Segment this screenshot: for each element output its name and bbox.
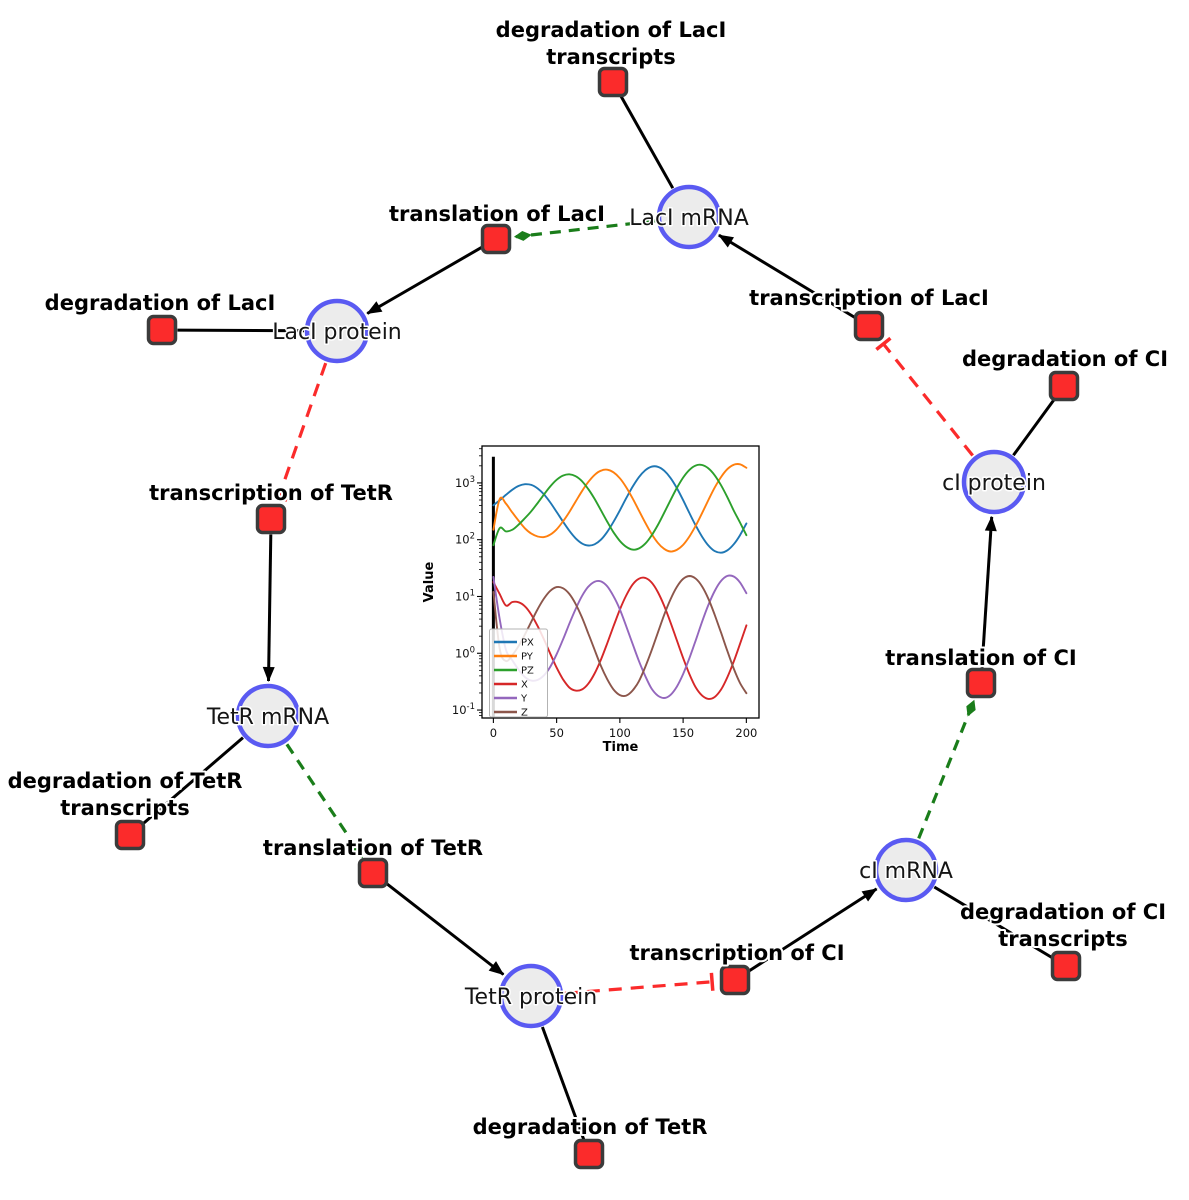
reaction-label-deg_tetr_tx-line0: degradation of TetR: [8, 769, 243, 793]
legend-label-PX: PX: [521, 638, 534, 649]
reaction-label-deg_tetr_tx-line1: transcripts: [60, 796, 190, 820]
y-tick-label: 101: [455, 588, 475, 603]
edge-inhibition-ci_protein-to-txn_laci: [875, 336, 974, 457]
y-tick-label: 100: [455, 645, 475, 660]
edge-modifier-tetr_mrna-to-transl_tetr: [285, 743, 364, 859]
reaction-label-txn_tetr-line0: transcription of TetR: [149, 481, 393, 505]
reaction-label-deg_laci-line0: degradation of LacI: [45, 291, 276, 315]
y-tick-label: 103: [455, 475, 475, 490]
reaction-label-deg_tetr-line0: degradation of TetR: [473, 1115, 708, 1139]
labels-layer: degradation of LacI transcripts translatio…: [6, 16, 1170, 1141]
legend-label-Y: Y: [520, 694, 528, 705]
y-axis-title: Value: [422, 561, 437, 602]
x-tick-label: 150: [672, 726, 694, 740]
x-tick-label: 200: [735, 726, 757, 740]
chart-legend: PX PY PZ XYZ: [489, 628, 548, 719]
legend-label-PY: PY: [521, 652, 534, 663]
reaction-node-deg_ci_tx: [1050, 950, 1082, 982]
edge-consumption-tetr_mrna-to-deg_tetr_tx: [140, 736, 244, 827]
legend-label-Z: Z: [521, 708, 528, 719]
edges-layer: [140, 94, 1057, 1140]
species-label-ci_mrna: cI mRNA: [859, 859, 953, 884]
species-node-ci_protein: [961, 449, 1027, 515]
y-tick-label: 10-1: [452, 702, 475, 717]
reaction-label-deg_laci_tx-line0: degradation of LacI: [496, 18, 727, 42]
edge-production-txn_laci-to-laci_mrna: [718, 233, 857, 320]
reaction-label-transl_laci-line0: translation of LacI: [389, 202, 605, 226]
reaction-label-transl_tetr-line0: translation of TetR: [263, 836, 483, 860]
reaction-label-txn_ci-line0: transcription of CI: [629, 941, 844, 965]
chart-series-PX: [492, 465, 748, 554]
reaction-node-transl_tetr: [357, 857, 389, 889]
chart-series-Z: [492, 575, 748, 697]
x-axis-title: Time: [603, 740, 639, 755]
species-label-laci_protein: LacI protein: [272, 320, 402, 345]
reaction-label-deg_ci-line0: degradation of CI: [962, 347, 1168, 371]
edge-consumption-ci_mrna-to-deg_ci_tx: [933, 885, 1054, 960]
reaction-node-txn_ci: [719, 964, 751, 996]
edge-consumption-tetr_protein-to-deg_tetr: [540, 1026, 586, 1140]
legend-label-PZ: PZ: [521, 666, 534, 677]
edge-production-txn_ci-to-ci_mrna: [747, 887, 878, 973]
species-node-laci_mrna: [656, 184, 722, 250]
reaction-label-deg_ci_tx-line0: degradation of CI: [960, 900, 1166, 924]
reaction-label-txn_laci-line0: transcription of LacI: [749, 286, 989, 310]
edge-consumption-laci_mrna-to-deg_laci_tx: [619, 94, 675, 189]
edge-inhibition-laci_protein-to-txn_tetr: [269, 362, 328, 502]
reaction-node-deg_tetr_tx: [114, 819, 146, 851]
reaction-node-deg_laci: [146, 314, 178, 346]
legend-label-X: X: [521, 680, 528, 691]
edge-inhibition-tetr_protein-to-txn_ci: [564, 972, 715, 995]
reaction-node-txn_laci: [853, 310, 885, 342]
x-tick-label: 50: [549, 726, 564, 740]
species-label-tetr_mrna: TetR mRNA: [206, 705, 329, 730]
species-node-tetr_mrna: [235, 683, 301, 749]
reaction-label-transl_ci-line0: translation of CI: [885, 646, 1076, 670]
x-tick-label: 100: [609, 726, 631, 740]
reaction-label-deg_laci_tx-line1: transcripts: [546, 45, 676, 69]
chart-series-PZ: [492, 463, 748, 551]
edge-production-transl_ci-to-ci_protein: [980, 515, 997, 668]
reaction-node-txn_tetr: [255, 503, 287, 535]
edge-consumption-ci_protein-to-deg_ci: [1012, 397, 1057, 457]
inset-chart: 0 50 100 150 20010-1100101102103TimeValuePXP…: [422, 445, 760, 755]
nodes-layer: [114, 66, 1082, 1170]
species-node-laci_protein: [304, 298, 370, 364]
reaction-node-deg_laci_tx: [597, 66, 629, 98]
x-tick-label: 0: [490, 726, 497, 740]
edge-production-transl_tetr-to-tetr_protein: [384, 881, 505, 976]
legend-box: [489, 628, 548, 718]
reaction-node-deg_ci: [1048, 370, 1080, 402]
y-tick-label: 102: [455, 532, 475, 547]
chart-series-PY: [492, 463, 748, 553]
species-node-ci_mrna: [873, 837, 939, 903]
reaction-label-deg_ci_tx-line1: transcripts: [998, 927, 1128, 951]
species-label-tetr_protein: TetR protein: [464, 985, 597, 1010]
edge-production-transl_laci-to-laci_protein: [366, 245, 484, 315]
reaction-node-transl_laci: [480, 223, 512, 255]
edge-consumption-laci_protein-to-deg_laci: [177, 328, 305, 333]
species-label-laci_mrna: LacI mRNA: [629, 206, 749, 231]
reaction-node-transl_ci: [965, 667, 997, 699]
species-node-tetr_protein: [498, 963, 564, 1029]
edge-modifier-ci_mrna-to-transl_ci: [917, 699, 976, 839]
reaction-node-deg_tetr: [573, 1138, 605, 1170]
species-label-ci_protein: cI protein: [942, 471, 1046, 496]
edge-modifier-laci_mrna-to-transl_laci: [513, 219, 656, 241]
edge-production-txn_tetr-to-tetr_mrna: [262, 534, 275, 682]
